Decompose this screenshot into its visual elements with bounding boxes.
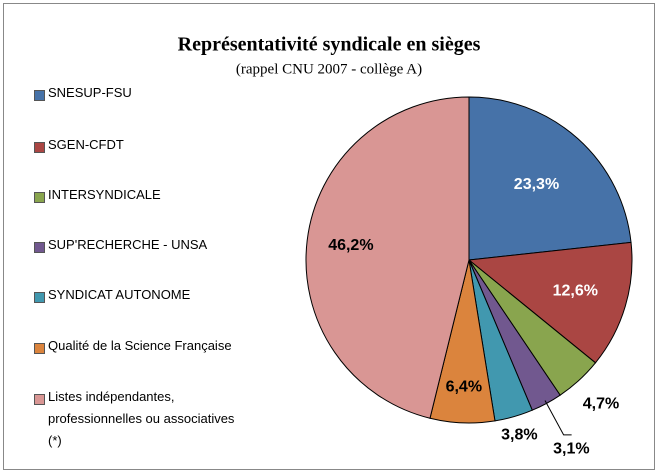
data-label: 23,3% bbox=[514, 176, 559, 193]
legend-item: INTERSYNDICALE bbox=[34, 187, 248, 206]
pie-slice bbox=[467, 241, 633, 364]
data-label: 4,7% bbox=[583, 396, 619, 413]
data-label: 46,2% bbox=[328, 237, 373, 254]
chart-subtitle: (rappel CNU 2007 - collège A) bbox=[236, 61, 422, 77]
data-label: 6,4% bbox=[446, 378, 482, 395]
pie-slice bbox=[305, 96, 470, 419]
legend-item: SYNDICAT AUTONOME bbox=[34, 287, 248, 306]
legend-swatch bbox=[34, 192, 45, 203]
legend-swatch bbox=[34, 142, 45, 153]
legend-item: SNESUP-FSU bbox=[34, 85, 248, 104]
legend-item: Qualité de la Science Française bbox=[34, 338, 248, 357]
legend-swatch bbox=[34, 343, 45, 354]
legend-swatch bbox=[34, 242, 45, 253]
legend-label: Listes indépendantes, professionnelles o… bbox=[48, 389, 235, 448]
chart-title: Représentativité syndicale en sièges bbox=[178, 34, 481, 56]
data-label: 12,6% bbox=[553, 283, 598, 300]
pie-slice bbox=[468, 96, 632, 261]
legend-label: SUP'RECHERCHE - UNSA bbox=[48, 237, 208, 252]
legend-swatch bbox=[34, 292, 45, 303]
legend-swatch bbox=[34, 394, 45, 405]
legend-item: SGEN-CFDT bbox=[34, 137, 248, 156]
leader-line bbox=[544, 400, 572, 436]
legend-label: SGEN-CFDT bbox=[48, 137, 124, 152]
data-label: 3,1% bbox=[553, 440, 589, 457]
legend-label: Qualité de la Science Française bbox=[48, 338, 232, 353]
legend-item: SUP'RECHERCHE - UNSA bbox=[34, 237, 248, 256]
legend-swatch bbox=[34, 90, 45, 101]
legend-label: SNESUP-FSU bbox=[48, 85, 132, 100]
legend-item: Listes indépendantes, professionnelles o… bbox=[34, 389, 248, 452]
legend-label: INTERSYNDICALE bbox=[48, 187, 161, 202]
data-label: 3,8% bbox=[501, 427, 537, 444]
legend-label: SYNDICAT AUTONOME bbox=[48, 287, 191, 302]
